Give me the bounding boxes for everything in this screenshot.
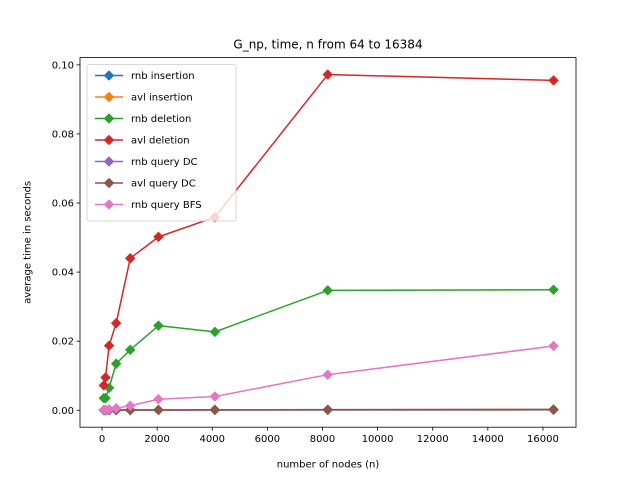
data-point: [548, 284, 559, 296]
series-rnb-deletion: [98, 284, 559, 404]
legend-label: rnb query BFS: [131, 200, 202, 211]
data-point: [322, 285, 334, 296]
data-point: [124, 400, 136, 412]
data-point: [98, 380, 110, 391]
x-tick-label: 16000: [527, 434, 559, 445]
legend-label: avl insertion: [131, 93, 193, 104]
data-point: [110, 358, 122, 369]
y-tick-label: 0.02: [52, 337, 74, 348]
legend-item: rnb query BFS: [95, 199, 202, 211]
legend-label: avl query DC: [131, 179, 196, 190]
data-point: [209, 391, 221, 402]
x-tick-label: 2000: [144, 434, 169, 445]
data-point: [548, 75, 559, 86]
legend-item: avl deletion: [95, 134, 190, 147]
series-layer: [98, 69, 559, 416]
legend-item: rnb insertion: [95, 70, 195, 82]
legend-swatch-marker: [103, 199, 115, 210]
legend-swatch-marker: [103, 113, 115, 124]
data-point: [100, 392, 111, 404]
data-point: [322, 69, 334, 80]
data-point: [103, 340, 115, 352]
y-tick-label: 0.04: [52, 268, 74, 279]
data-point: [124, 344, 136, 356]
legend-item: rnb deletion: [95, 113, 191, 125]
data-point: [110, 317, 122, 329]
legend-box: [86, 64, 237, 222]
legend-swatch-marker: [103, 91, 115, 103]
y-tick-label: 0.00: [52, 406, 74, 417]
legend-swatch-marker: [103, 134, 115, 146]
data-point: [548, 340, 559, 352]
legend-item: avl query DC: [95, 177, 196, 190]
x-tick-label: 14000: [472, 434, 504, 445]
data-point: [110, 402, 122, 414]
data-point: [153, 404, 164, 416]
data-point: [153, 393, 164, 405]
legend-item: rnb query DC: [95, 156, 198, 168]
y-tick-label: 0.06: [52, 199, 74, 210]
data-point: [100, 372, 111, 383]
series-rnb-query-bfs: [98, 340, 559, 416]
legend-label: rnb deletion: [131, 114, 191, 125]
data-point: [153, 231, 164, 243]
legend-swatch-marker: [103, 70, 115, 81]
y-axis-ticks: 0.00 0.02 0.04 0.06 0.08 0.10: [52, 60, 80, 417]
data-point: [153, 320, 164, 331]
data-point: [322, 369, 334, 381]
x-tick-label: 6000: [255, 434, 280, 445]
chart-title: G_np, time, n from 64 to 16384: [233, 38, 422, 52]
x-tick-label: 4000: [200, 434, 225, 445]
legend-label: rnb insertion: [131, 71, 195, 82]
data-point: [124, 252, 136, 264]
legend-item: avl insertion: [95, 91, 193, 104]
legend-swatch-marker: [103, 156, 115, 167]
data-point: [322, 404, 334, 416]
x-tick-label: 10000: [362, 434, 394, 445]
x-axis-ticks: 0 2000 4000 6000 8000 10000 12000 14000 16000: [99, 427, 559, 445]
x-tick-label: 12000: [417, 434, 449, 445]
y-tick-label: 0.08: [52, 129, 74, 140]
x-tick-label: 0: [99, 434, 105, 445]
y-axis-label: average time in seconds: [23, 181, 34, 304]
x-axis-label: number of nodes (n): [277, 460, 380, 471]
legend: rnb insertion avl insertion rnb deletion av…: [86, 64, 237, 222]
legend-label: avl deletion: [131, 136, 190, 147]
legend-label: rnb query DC: [131, 157, 198, 168]
data-point: [548, 404, 559, 415]
y-tick-label: 0.10: [52, 60, 74, 71]
data-point: [209, 326, 221, 338]
plot-frame: [79, 57, 577, 428]
legend-swatch-marker: [103, 177, 115, 189]
data-point: [209, 404, 221, 416]
x-tick-label: 8000: [310, 434, 335, 445]
